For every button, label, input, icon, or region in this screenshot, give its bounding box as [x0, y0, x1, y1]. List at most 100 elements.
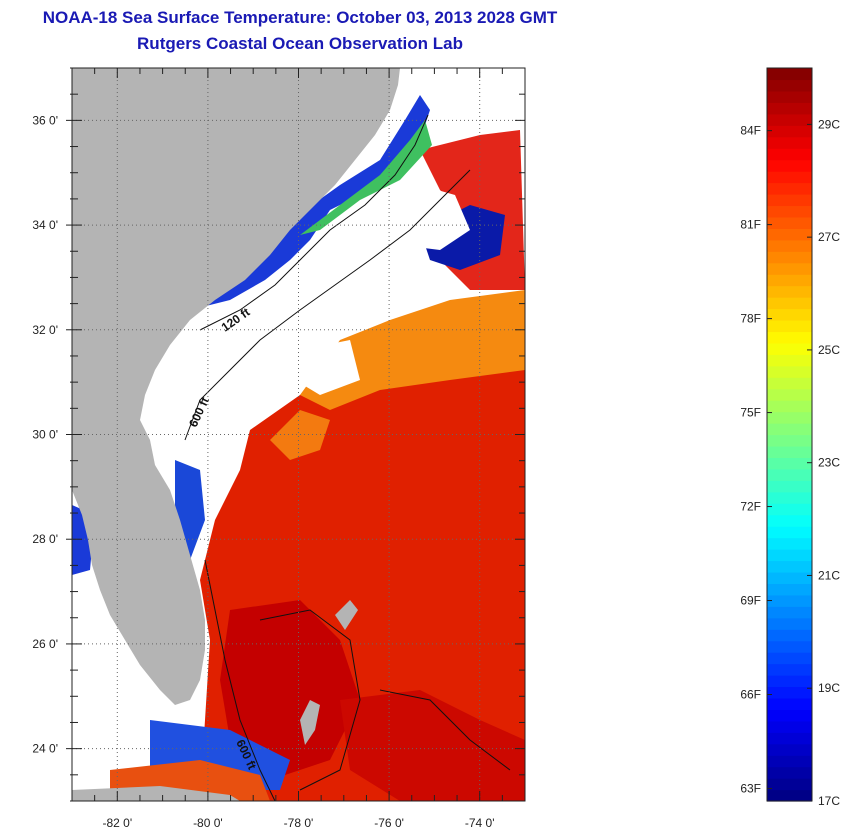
colorbar-celsius-labels: 29C 27C 25C 23C 21C 19C 17C	[807, 117, 840, 808]
colorbar-frame	[766, 67, 813, 802]
colorbar-c-label: 17C	[818, 794, 840, 808]
contour-600ft-south	[204, 559, 276, 802]
colorbar-band	[767, 434, 812, 447]
colorbar-band	[767, 594, 812, 607]
map-subtitle: Rutgers Coastal Ocean Observation Lab	[137, 34, 463, 53]
colorbar-band	[767, 468, 812, 481]
colorbar-band	[767, 743, 812, 756]
colorbar-band	[767, 571, 812, 584]
colorbar-band	[767, 377, 812, 390]
colorbar-band	[767, 251, 812, 264]
colorbar-f-label: 63F	[740, 781, 761, 795]
colorbar-band	[767, 102, 812, 115]
colorbar-band	[767, 445, 812, 459]
colorbar-band	[767, 652, 812, 665]
colorbar-band	[767, 629, 812, 642]
colorbar-band	[767, 262, 812, 275]
lat-tick-label: 24 0'	[32, 742, 58, 756]
colorbar-band	[767, 675, 812, 688]
contour-120ft	[199, 114, 429, 331]
sst-green-coastal	[300, 120, 432, 235]
colorbar-band	[767, 308, 812, 321]
colorbar-band	[767, 640, 812, 653]
lon-tick-label: -74 0'	[465, 816, 495, 830]
cloud-patch-shelf	[220, 300, 330, 420]
contour-600ft	[184, 169, 471, 441]
colorbar-band	[767, 205, 812, 218]
colorbar-band	[767, 514, 812, 527]
colorbar-band	[767, 148, 812, 161]
cloud-patch-center	[295, 340, 360, 395]
lon-tick-label: -82 0'	[102, 816, 132, 830]
colorbar-band	[767, 709, 812, 722]
colorbar-band	[767, 789, 812, 802]
colorbar-c-label: 21C	[818, 568, 840, 582]
colorbar-band	[767, 457, 812, 470]
colorbar-band	[767, 720, 812, 733]
colorbar-band	[767, 125, 812, 138]
colorbar-band	[767, 766, 812, 779]
colorbar-band	[767, 606, 812, 619]
sst-deep-red-2	[340, 690, 525, 801]
colorbar-band	[767, 388, 812, 401]
lat-tick-label: 28 0'	[32, 532, 58, 546]
contour-bahamas	[259, 609, 511, 791]
land-bahamas-2	[335, 600, 358, 630]
land-bahamas-1	[300, 700, 320, 745]
colorbar-band	[767, 285, 812, 298]
colorbar-band	[767, 342, 812, 355]
colorbar-band	[767, 90, 812, 103]
colorbar-band	[767, 480, 812, 493]
colorbar-band	[767, 755, 812, 768]
lat-tick-label: 36 0'	[32, 113, 58, 127]
axis-ticks	[66, 67, 526, 802]
lon-tick-label: -76 0'	[374, 816, 404, 830]
colorbar-band	[767, 274, 812, 287]
colorbar-band	[767, 171, 812, 184]
lat-tick-label: 32 0'	[32, 323, 58, 337]
colorbar-band	[767, 537, 812, 550]
colorbar-band	[767, 411, 812, 424]
colorbar-c-label: 29C	[818, 117, 840, 131]
colorbar: 84F 81F 78F 75F 72F 69F 66F 63F 29C 27C 25C 23C 21C…	[740, 67, 840, 808]
land-us-southeast	[72, 68, 400, 705]
colorbar-c-label: 27C	[818, 230, 840, 244]
colorbar-c-label: 25C	[818, 343, 840, 357]
colorbar-band	[767, 617, 812, 630]
colorbar-band	[767, 68, 812, 81]
lon-tick-label: -78 0'	[284, 816, 314, 830]
colorbar-f-label: 84F	[740, 124, 761, 138]
colorbar-band	[767, 526, 812, 539]
colorbar-c-label: 23C	[818, 456, 840, 470]
colorbar-band	[767, 560, 812, 573]
colorbar-f-label: 72F	[740, 500, 761, 514]
colorbar-bands	[767, 68, 812, 802]
lon-tick-label: -80 0'	[193, 816, 223, 830]
colorbar-band	[767, 778, 812, 791]
colorbar-band	[767, 354, 812, 367]
colorbar-band	[767, 159, 812, 172]
colorbar-f-label: 78F	[740, 312, 761, 326]
lat-tick-label: 30 0'	[32, 428, 58, 442]
colorbar-f-label: 81F	[740, 218, 761, 232]
sst-deep-red	[220, 600, 360, 780]
cloud-patch-north	[380, 185, 470, 250]
colorbar-f-label: 69F	[740, 594, 761, 608]
lat-tick-label: 26 0'	[32, 637, 58, 651]
colorbar-band	[767, 182, 812, 195]
colorbar-band	[767, 549, 812, 562]
colorbar-f-label: 75F	[740, 406, 761, 420]
colorbar-band	[767, 228, 812, 241]
colorbar-band	[767, 319, 812, 333]
sst-map: 120 ft 600 ft 600 ft 24 0'26 0'28 0'30 0…	[32, 67, 526, 830]
colorbar-c-label: 19C	[818, 681, 840, 695]
land-cuba	[72, 786, 240, 801]
colorbar-band	[767, 79, 812, 92]
colorbar-band	[767, 113, 812, 126]
colorbar-band	[767, 503, 812, 516]
colorbar-band	[767, 331, 812, 344]
colorbar-band	[767, 663, 812, 676]
colorbar-band	[767, 239, 812, 252]
colorbar-fahrenheit-labels: 84F 81F 78F 75F 72F 69F 66F 63F	[740, 124, 772, 795]
colorbar-band	[767, 216, 812, 229]
